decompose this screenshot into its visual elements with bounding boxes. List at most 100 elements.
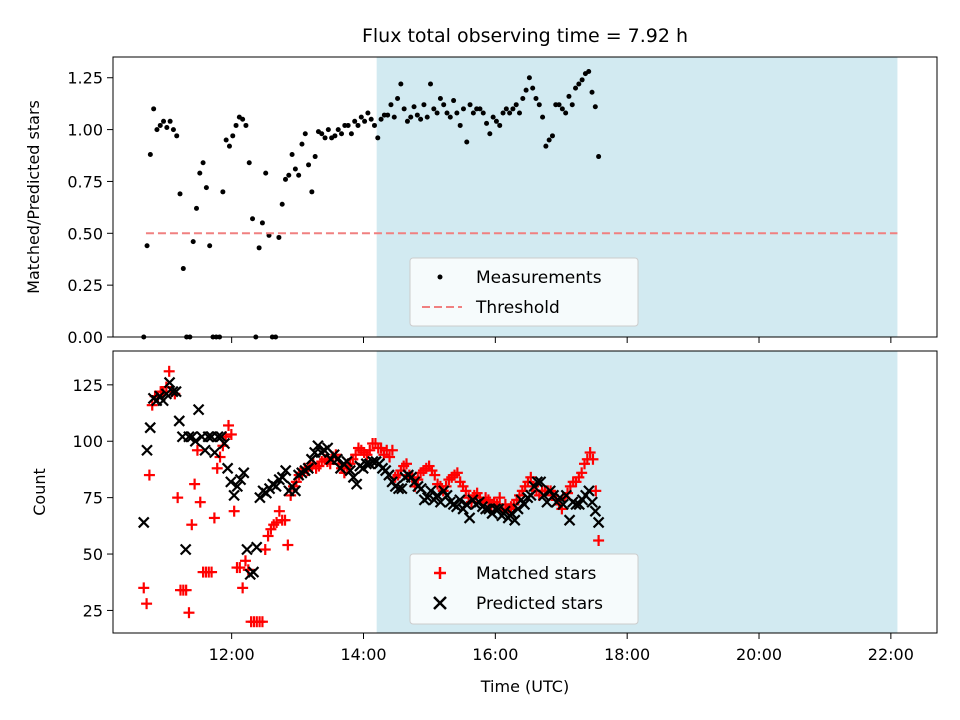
matched-star-point: [429, 469, 441, 481]
predicted-star-point: [589, 505, 602, 517]
matched-star-point: [180, 584, 192, 596]
predicted-star-point: [534, 476, 547, 488]
predicted-star-point: [279, 464, 292, 477]
measurement-point: [437, 95, 443, 101]
measurement-point: [460, 106, 466, 112]
top-y-tick-label: 0.75: [67, 172, 103, 191]
measurement-point: [490, 114, 496, 120]
measurement-point: [493, 118, 499, 124]
predicted-star-point: [157, 394, 169, 407]
measurement-point: [170, 127, 176, 133]
measurement-point: [161, 118, 167, 124]
measurement-point: [200, 160, 206, 166]
bottom-panel: 25 50 75 100 125 12:00 14:00 16:00 18:00 20:00 22…: [30, 350, 938, 696]
predicted-star-point: [276, 471, 289, 484]
matched-star-point: [234, 562, 246, 574]
measurement-point: [523, 87, 529, 93]
measurement-point: [355, 122, 361, 128]
predicted-star-point: [508, 514, 521, 526]
measurement-point: [279, 201, 285, 207]
predicted-star-point: [460, 498, 473, 511]
predicted-star-point: [199, 444, 211, 457]
matched-star-point: [494, 492, 506, 504]
top-y-axis-label: Matched/Predicted stars: [24, 100, 43, 294]
measurement-point: [358, 114, 364, 120]
measurement-point: [398, 81, 404, 87]
measurement-point: [180, 266, 186, 272]
legend-matched-marker: [434, 567, 446, 579]
measurement-point: [533, 95, 539, 101]
measurement-point: [371, 122, 377, 128]
measurement-point: [563, 110, 569, 116]
predicted-star-point: [425, 485, 437, 497]
measurement-point: [144, 243, 150, 249]
predicted-star-point: [237, 467, 250, 479]
measurement-point: [510, 106, 516, 112]
predicted-star-point: [441, 489, 453, 502]
matched-star-point: [460, 485, 472, 497]
matched-star-point: [590, 485, 602, 497]
predicted-star-point: [179, 543, 192, 556]
predicted-star-point: [392, 482, 405, 495]
predicted-star-point: [163, 376, 176, 389]
predicted-star-point: [557, 498, 569, 511]
predicted-star-point: [454, 494, 466, 506]
measurement-point: [477, 106, 483, 112]
measurement-point: [388, 102, 394, 108]
matched-star-point: [228, 505, 240, 517]
top-legend: Measurements Threshold: [409, 257, 639, 327]
matched-star-point: [141, 598, 153, 610]
predicted-star-point: [173, 415, 186, 427]
predicted-star-point: [396, 482, 408, 495]
matched-star-point: [206, 566, 218, 578]
legend-predicted-marker: [433, 596, 447, 610]
measurement-point: [586, 69, 592, 75]
predicted-star-point: [383, 469, 395, 481]
predicted-star-point: [563, 514, 576, 526]
measurement-point: [434, 110, 440, 116]
bottom-y-tick-label: 50: [83, 545, 103, 564]
predicted-star-point: [525, 489, 537, 502]
predicted-star-point: [170, 385, 182, 398]
predicted-star-point: [208, 446, 221, 459]
measurement-point: [424, 114, 430, 120]
measurement-point: [543, 143, 549, 149]
measurement-point: [325, 127, 331, 133]
measurement-point: [230, 133, 236, 139]
measurement-point: [540, 114, 546, 120]
bottom-y-axis-label: Count: [30, 468, 49, 516]
x-tick-label: 14:00: [340, 645, 386, 664]
predicted-star-point: [531, 476, 544, 488]
legend-matched-label: Matched stars: [476, 564, 596, 584]
measurement-point: [365, 110, 371, 116]
predicted-star-point: [247, 566, 260, 578]
measurement-point: [296, 172, 302, 178]
measurement-point: [292, 166, 298, 172]
measurement-point: [167, 118, 173, 124]
measurement-point: [566, 93, 572, 99]
legend-measurements-marker: [437, 274, 443, 280]
predicted-star-point: [234, 473, 247, 486]
measurement-point: [174, 133, 180, 139]
measurement-point: [259, 220, 265, 226]
predicted-star-point: [254, 491, 266, 504]
measurement-point: [193, 205, 199, 211]
matched-star-point: [143, 469, 155, 481]
predicted-star-point: [570, 498, 582, 511]
measurement-point: [520, 95, 526, 101]
measurement-point: [226, 143, 232, 149]
chart-title: Flux total observing time = 7.92 h: [362, 25, 688, 47]
matched-star-point: [525, 471, 537, 483]
measurement-point: [569, 102, 575, 108]
measurement-point: [497, 122, 503, 128]
legend-measurements-label: Measurements: [476, 268, 602, 288]
measurement-point: [299, 141, 305, 147]
predicted-star-point: [537, 489, 550, 502]
matched-star-point: [279, 514, 291, 526]
matched-star-point: [186, 519, 198, 531]
measurement-point: [428, 81, 434, 87]
x-tick-label: 12:00: [209, 645, 255, 664]
predicted-star-point: [312, 439, 324, 452]
x-tick-label: 16:00: [472, 645, 518, 664]
predicted-star-point: [554, 491, 566, 504]
